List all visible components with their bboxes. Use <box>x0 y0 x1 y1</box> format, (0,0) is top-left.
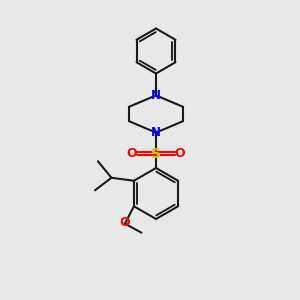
Text: N: N <box>151 89 161 102</box>
Text: N: N <box>151 126 161 139</box>
Text: O: O <box>120 216 130 229</box>
Text: O: O <box>175 147 185 160</box>
Text: O: O <box>127 147 137 160</box>
Text: S: S <box>151 147 161 160</box>
